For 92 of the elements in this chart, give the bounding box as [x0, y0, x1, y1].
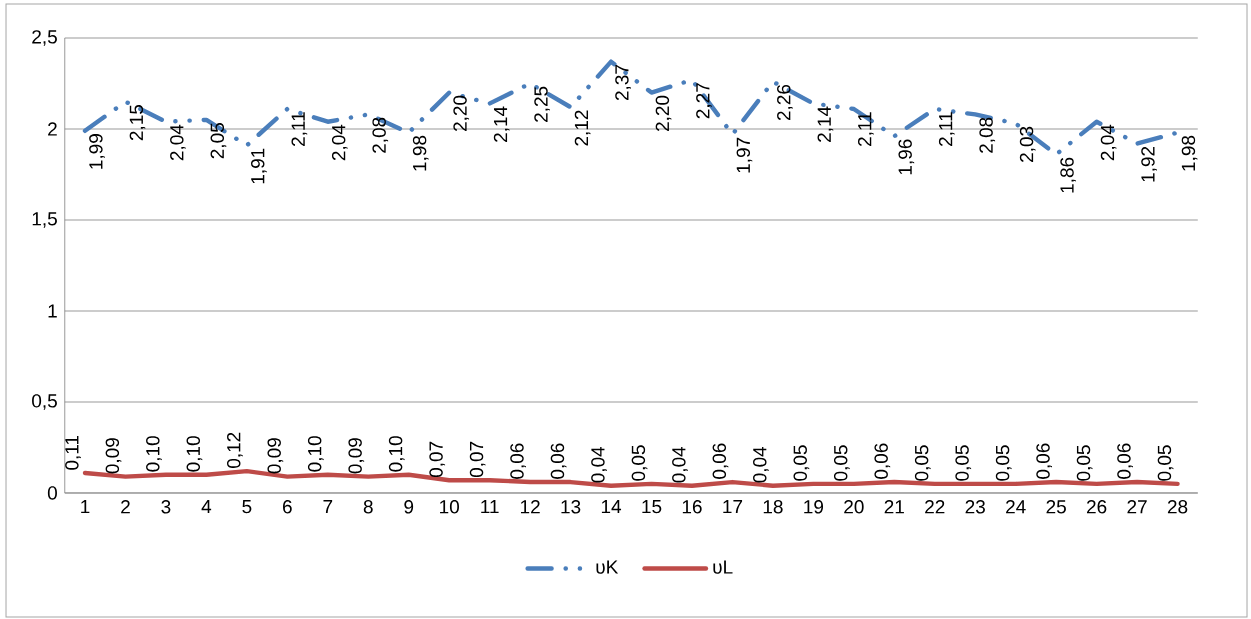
- data-label: 0,07: [429, 441, 446, 478]
- data-label: 0,05: [793, 445, 810, 481]
- y-tick-label: 0,5: [32, 394, 57, 410]
- x-tick-label: 13: [561, 500, 581, 514]
- x-tick-label: 23: [965, 500, 985, 514]
- x-tick-label: 26: [1086, 500, 1107, 514]
- data-label: 2,11: [857, 112, 874, 146]
- x-tick-label: 19: [804, 500, 824, 514]
- data-label: 2,15: [129, 104, 146, 141]
- data-label: 0,09: [105, 438, 122, 474]
- y-tick-label: 2: [48, 122, 57, 136]
- data-label: 0,05: [1076, 445, 1093, 481]
- data-label: 0,05: [833, 445, 850, 481]
- legend-label: υK: [596, 560, 619, 574]
- data-label: 0,05: [995, 445, 1012, 481]
- data-label: 0,05: [631, 445, 648, 481]
- data-label: 0,09: [348, 438, 365, 474]
- data-label: 0,04: [672, 446, 688, 483]
- x-tick-label: 24: [1006, 500, 1026, 514]
- data-label: 0,06: [1036, 443, 1053, 479]
- y-tick-label: 0: [47, 486, 57, 500]
- data-label: 2,08: [372, 117, 389, 153]
- data-label: 0,04: [753, 446, 769, 483]
- data-label: 0,10: [146, 436, 162, 472]
- data-label: 0,06: [1117, 443, 1133, 479]
- data-label: 2,14: [493, 106, 510, 142]
- data-label: 1,91: [251, 148, 267, 184]
- data-label: 0,10: [307, 436, 324, 472]
- data-label: 2,04: [170, 124, 186, 161]
- x-tick-label: 4: [201, 500, 212, 514]
- data-label: 0,06: [550, 443, 567, 479]
- data-label: 0,06: [712, 443, 729, 479]
- x-tick-label: 10: [440, 500, 459, 514]
- data-label: 1,99: [89, 134, 105, 169]
- y-tick-label: 2,5: [32, 30, 57, 46]
- data-label: 2,12: [574, 110, 591, 146]
- x-tick-label: 22: [925, 500, 945, 514]
- x-tick-label: 15: [642, 500, 662, 514]
- data-label: 1,97: [736, 137, 753, 173]
- data-label: 1,92: [1141, 146, 1157, 182]
- data-label: 0,06: [510, 443, 526, 479]
- data-label: 1,98: [412, 135, 429, 171]
- data-label: 2,08: [979, 117, 996, 153]
- data-label: 2,11: [291, 112, 308, 146]
- x-tick-label: 20: [844, 500, 864, 514]
- x-tick-label: 17: [723, 500, 743, 514]
- data-label: 0,09: [267, 438, 284, 474]
- data-label: 1,86: [1060, 157, 1077, 193]
- x-tick-label: 5: [242, 500, 252, 514]
- data-label: 0,11: [65, 435, 81, 470]
- data-label: 0,10: [186, 436, 203, 472]
- data-label: 0,10: [388, 436, 405, 472]
- data-label: 2,20: [655, 95, 672, 132]
- data-label: 2,14: [817, 106, 834, 142]
- x-tick-label: 18: [763, 500, 783, 514]
- x-tick-label: 11: [481, 500, 499, 514]
- data-label: 2,37: [615, 64, 631, 101]
- data-label: 2,04: [1100, 124, 1117, 161]
- x-tick-label: 2: [121, 500, 130, 514]
- data-label: 2,20: [453, 95, 470, 132]
- data-label: 2,03: [1019, 126, 1036, 162]
- data-label: 2,27: [696, 83, 712, 119]
- data-label: 1,98: [1181, 135, 1198, 171]
- legend-label: υL: [713, 560, 733, 574]
- data-label: 0,06: [874, 443, 891, 479]
- data-label: 0,05: [914, 445, 931, 481]
- x-tick-label: 1: [81, 500, 90, 514]
- x-tick-label: 14: [601, 500, 622, 514]
- x-tick-label: 8: [363, 500, 373, 514]
- x-tick-label: 9: [404, 500, 414, 514]
- x-tick-label: 3: [161, 500, 171, 514]
- x-tick-label: 6: [283, 500, 292, 514]
- data-label: 2,04: [331, 124, 348, 161]
- data-label: 0,07: [469, 441, 486, 478]
- data-label: 0,04: [591, 446, 607, 483]
- data-label: 1,96: [898, 139, 915, 175]
- y-tick-label: 1,5: [32, 212, 57, 228]
- x-tick-label: 21: [884, 500, 904, 514]
- data-label: 0,05: [1157, 445, 1174, 481]
- data-label: 2,11: [938, 112, 955, 146]
- x-tick-label: 12: [520, 500, 540, 514]
- x-tick-label: 7: [323, 500, 333, 514]
- data-label: 2,05: [210, 123, 227, 159]
- x-tick-label: 25: [1046, 500, 1066, 514]
- x-tick-label: 28: [1167, 500, 1188, 514]
- data-label: 2,25: [534, 86, 550, 122]
- y-tick-label: 1: [48, 304, 57, 318]
- data-label: 0,05: [955, 445, 972, 481]
- x-tick-label: 16: [682, 500, 702, 514]
- data-label: 2,26: [777, 84, 793, 121]
- data-label: 0,12: [227, 432, 243, 468]
- x-tick-label: 27: [1127, 500, 1147, 514]
